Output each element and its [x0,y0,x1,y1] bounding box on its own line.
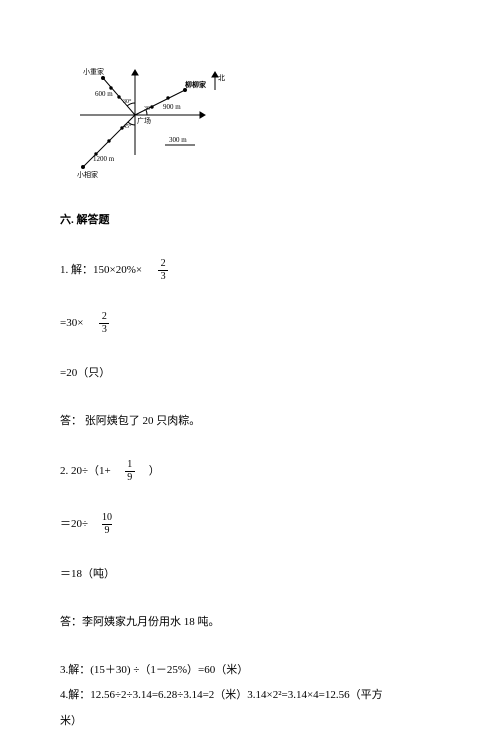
frac-num: 10 [102,513,112,524]
frac-den: 9 [125,471,135,483]
section-title: 六. 解答题 [60,212,440,230]
frac-den: 3 [158,270,168,282]
q2-line2-prefix: ＝20÷ [60,516,88,534]
frac-num: 2 [102,312,107,323]
frac-num: 2 [161,259,166,270]
q4-line1: 4.解：12.56÷2÷3.14=6.28÷3.14=2（米）3.14×2²=3… [60,687,440,705]
label-center: 广场 [137,116,151,125]
q3-line1: 3.解：(15＋30) ÷（1－25%）=60（米） [60,662,440,680]
angle-upper: 30° [123,98,132,105]
fraction: 2 3 [99,312,109,335]
north-label: 北 [218,74,225,82]
label-top-left: 小重家 [83,67,104,76]
q2-line1-suffix: ） [149,463,160,481]
q1-line1-prefix: 1. 解：150×20%× [60,262,142,280]
dist-bottom-left: 1200 m [93,155,115,163]
fraction: 1 9 [125,460,135,483]
dist-right: 900 m [163,103,181,111]
dist-top-left: 600 m [95,90,113,98]
q2-step1: 2. 20÷（1+ 1 9 ） [60,460,440,483]
q1-step1: 1. 解：150×20%× 2 3 [60,259,440,282]
frac-den: 9 [102,524,112,536]
frac-den: 3 [99,323,109,335]
fraction: 10 9 [102,513,112,536]
map-diagram: 小重家 600 m 柳柳家 900 m 1200 m 小相家 广场 北 300 … [65,60,440,187]
q1-answer: 答： 张阿姨包了 20 只肉粽。 [60,413,440,431]
q4-line2: 米） [60,713,440,730]
q2-step2: ＝20÷ 10 9 [60,513,440,536]
q1-line2-prefix: =30× [60,315,83,333]
q2-step3: ＝18（吨） [60,566,440,584]
q1-step2: =30× 2 3 [60,312,440,335]
q2-answer: 答：李阿姨家九月份用水 18 吨。 [60,614,440,632]
angle-lower: 45° [123,123,132,130]
frac-num: 1 [127,460,132,471]
label-bottom-left: 小相家 [77,170,98,179]
q2-line1-prefix: 2. 20÷（1+ [60,463,111,481]
fraction: 2 3 [158,259,168,282]
scale-label: 300 m [169,136,187,144]
label-right: 柳柳家 [185,80,207,89]
q1-step3: =20（只） [60,365,440,383]
angle-right: 30° [144,105,153,112]
